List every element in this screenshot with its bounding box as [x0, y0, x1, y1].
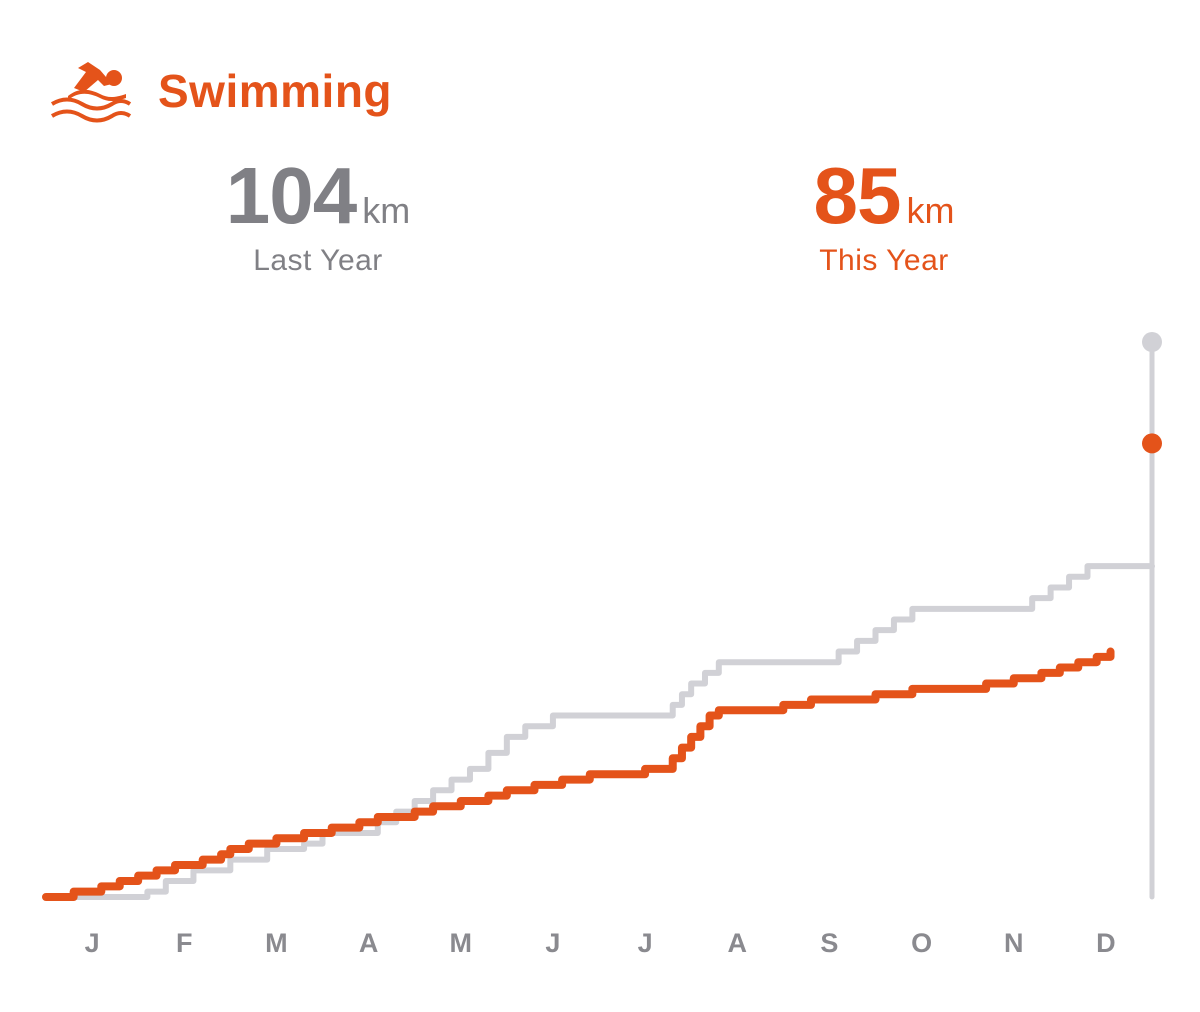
month-tick-label: M [450, 928, 473, 958]
last-year-value: 104 [225, 151, 357, 240]
last-year-stat: 104 km Last Year [210, 150, 426, 278]
swimmer-icon [50, 62, 132, 123]
month-tick-label: N [1004, 928, 1024, 958]
month-tick-label: S [820, 928, 838, 958]
last-year-end-dot [1142, 332, 1162, 352]
this-year-caption: This Year [819, 244, 949, 277]
this-year-unit: km [906, 190, 955, 231]
month-tick-label: M [265, 928, 288, 958]
month-tick-label: A [359, 928, 379, 958]
this-year-stat: 85 km This Year [796, 150, 972, 278]
this-year-value: 85 [813, 151, 902, 240]
month-tick-label: J [85, 928, 100, 958]
last-year-caption: Last Year [253, 244, 383, 277]
header: Swimming [48, 58, 392, 124]
this-year-end-dot [1142, 433, 1162, 454]
month-tick-label: J [545, 928, 560, 958]
month-tick-label: O [911, 928, 932, 958]
chart-title: Swimming [158, 65, 393, 117]
last-year-unit: km [362, 190, 411, 231]
month-tick-label: F [176, 928, 193, 958]
series-line-last-year [43, 563, 1155, 900]
month-tick-label: A [728, 928, 748, 958]
month-tick-label: D [1096, 928, 1116, 958]
series-line-this-year [42, 647, 1115, 901]
month-tick-label: J [638, 928, 653, 958]
